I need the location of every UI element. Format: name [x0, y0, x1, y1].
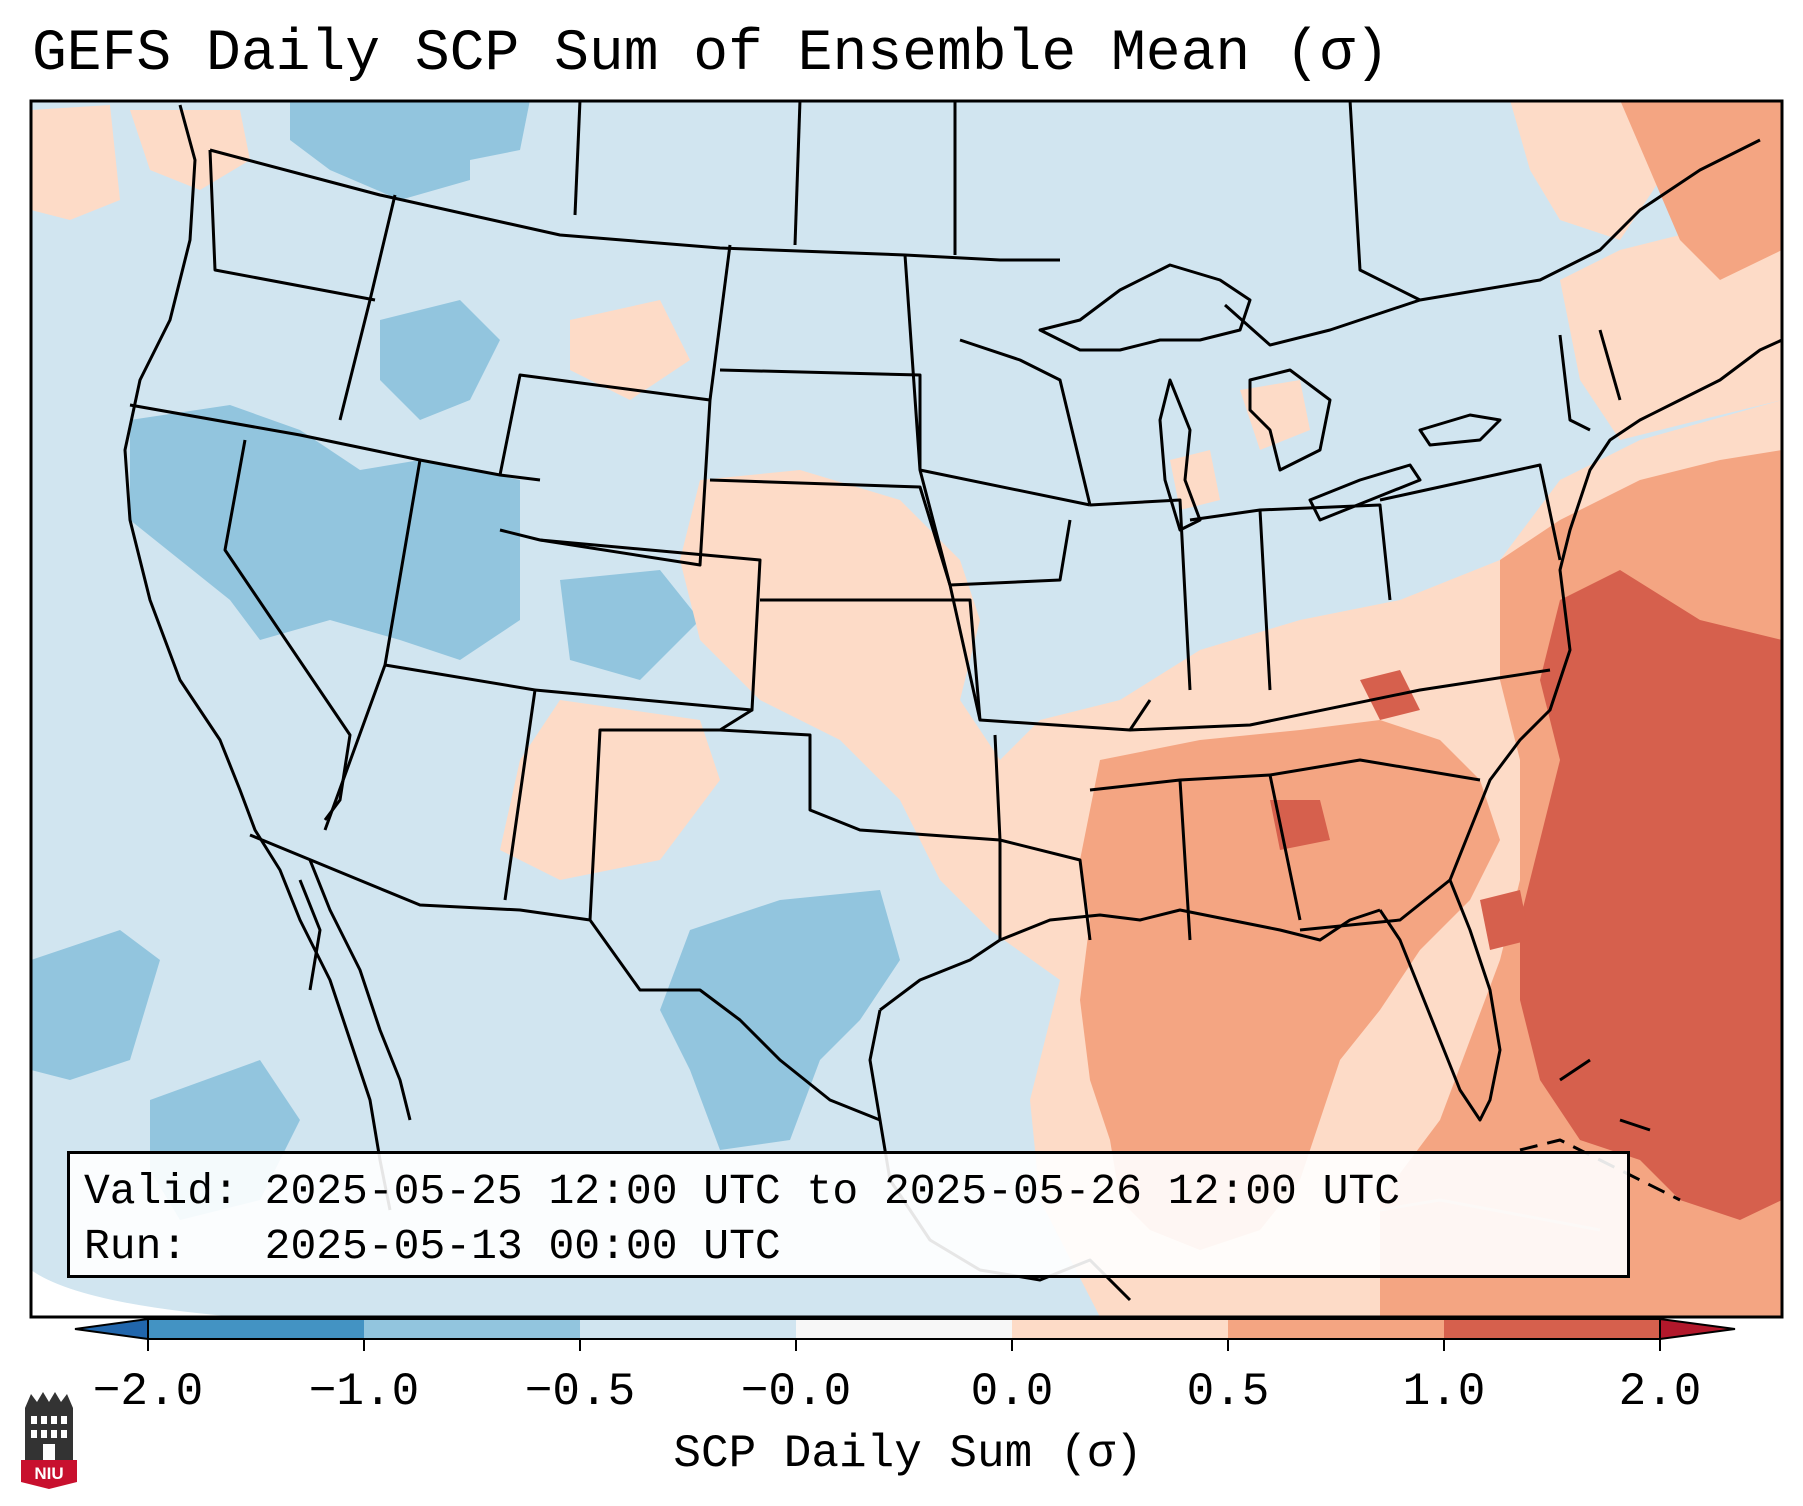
us-canada-border: [209, 148, 1060, 262]
mt-nd-sd-border: [708, 244, 732, 401]
colorbar-segment: [364, 1319, 581, 1339]
colorbar-tick-label: −0.5: [525, 1366, 635, 1418]
nh-me-border: [1598, 329, 1622, 401]
valid-row: Valid: 2025-05-25 12:00 UTC to 2025-05-2…: [84, 1164, 1613, 1219]
wy-border: [498, 373, 712, 567]
map-title: GEFS Daily SCP Sum of Ensemble Mean (σ): [32, 22, 1390, 87]
run-label: Run:: [84, 1222, 188, 1271]
validity-info-box: Valid: 2025-05-25 12:00 UTC to 2025-05-2…: [67, 1151, 1630, 1278]
wa-or-border: [208, 149, 376, 302]
tn-ky-border: [1129, 668, 1551, 732]
run-value: 2025-05-13 00:00 UTC: [264, 1222, 781, 1271]
map-border: [29, 99, 1784, 1319]
pacific-coast: [123, 104, 392, 1211]
colorbar-tick-label: −1.0: [309, 1366, 419, 1418]
colorbar-tick-label: 2.0: [1619, 1366, 1702, 1418]
atlantic-coast: [1448, 338, 1783, 881]
colorbar-tick-label: 1.0: [1403, 1366, 1486, 1418]
map-panel: [29, 99, 1784, 1319]
lake-superior: [1038, 263, 1252, 352]
valid-value: 2025-05-25 12:00 UTC to 2025-05-26 12:00…: [264, 1167, 1401, 1216]
colorado-border: [534, 538, 762, 712]
colorbar-tick-label: −0.0: [741, 1366, 851, 1418]
ar-la-ms-border: [999, 838, 1092, 941]
ga-nc-sc-border: [1269, 758, 1481, 782]
colorbar-outline: [147, 1318, 1661, 1340]
ny-vt-nh-border: [1558, 334, 1591, 432]
run-row: Run: 2025-05-13 00:00 UTC: [84, 1219, 1613, 1274]
pa-ny-border: [1379, 463, 1562, 561]
us-mexico-border: [249, 833, 881, 1122]
tx-panhandle-border: [588, 728, 720, 921]
colorbar-segment: [1444, 1319, 1661, 1339]
colorbar-segment: [580, 1319, 797, 1339]
lake-michigan: [1158, 378, 1202, 532]
id-border: [338, 194, 397, 421]
lake-huron: [1248, 368, 1332, 472]
colorbar-tick-label: 0.0: [971, 1366, 1054, 1418]
ga-fl-border: [1299, 878, 1451, 932]
ks-border: [760, 598, 982, 721]
baja-outline: [298, 859, 412, 1121]
on-qc-border: [1348, 99, 1421, 302]
colorbar-extend-low: [74, 1317, 149, 1341]
colorbar: −2.0 −1.0 −0.5 −0.0 0.0 0.5 1.0 2.0 SCP Daily S…: [74, 1317, 1736, 1480]
colorbar-ticks: −2.0 −1.0 −0.5 −0.0 0.0 0.5 1.0 2.0: [93, 1339, 1702, 1418]
colorbar-segment: [1012, 1319, 1229, 1339]
colorbar-segment: [796, 1319, 1013, 1339]
colorbar-segment: [1228, 1319, 1445, 1339]
nd-mb-border: [793, 99, 802, 246]
wi-border: [959, 338, 1092, 506]
northeast-border: [1224, 138, 1761, 347]
colorbar-segments: [74, 1317, 1736, 1341]
state-borders: [129, 99, 1622, 941]
il-in-border: [1089, 498, 1192, 691]
geographic-outlines: [123, 104, 1783, 1302]
sd-border: [719, 368, 922, 470]
ia-border: [919, 468, 1091, 507]
lake-erie: [1308, 463, 1422, 522]
gulf-coast: [879, 908, 1381, 1012]
colorbar-label: SCP Daily Sum (σ): [673, 1428, 1142, 1480]
colorbar-extend-high: [1659, 1317, 1736, 1341]
strong-positive-areas: [1270, 570, 1782, 1220]
colorbar-tick-label: 0.5: [1187, 1366, 1270, 1418]
valid-label: Valid:: [84, 1167, 239, 1216]
lake-ontario: [1418, 413, 1502, 447]
mo-ar-border: [948, 584, 1152, 732]
oh-pa-border: [1259, 503, 1392, 601]
colorbar-tick-label: −2.0: [93, 1366, 203, 1418]
florida-outline: [1378, 879, 1502, 1122]
colorbar-segment: [148, 1319, 365, 1339]
mt-border: [573, 99, 582, 216]
university-shield-icon: NIU: [21, 1392, 77, 1489]
logo-text: NIU: [34, 1464, 63, 1483]
bahamas-outline: [1559, 1058, 1651, 1132]
